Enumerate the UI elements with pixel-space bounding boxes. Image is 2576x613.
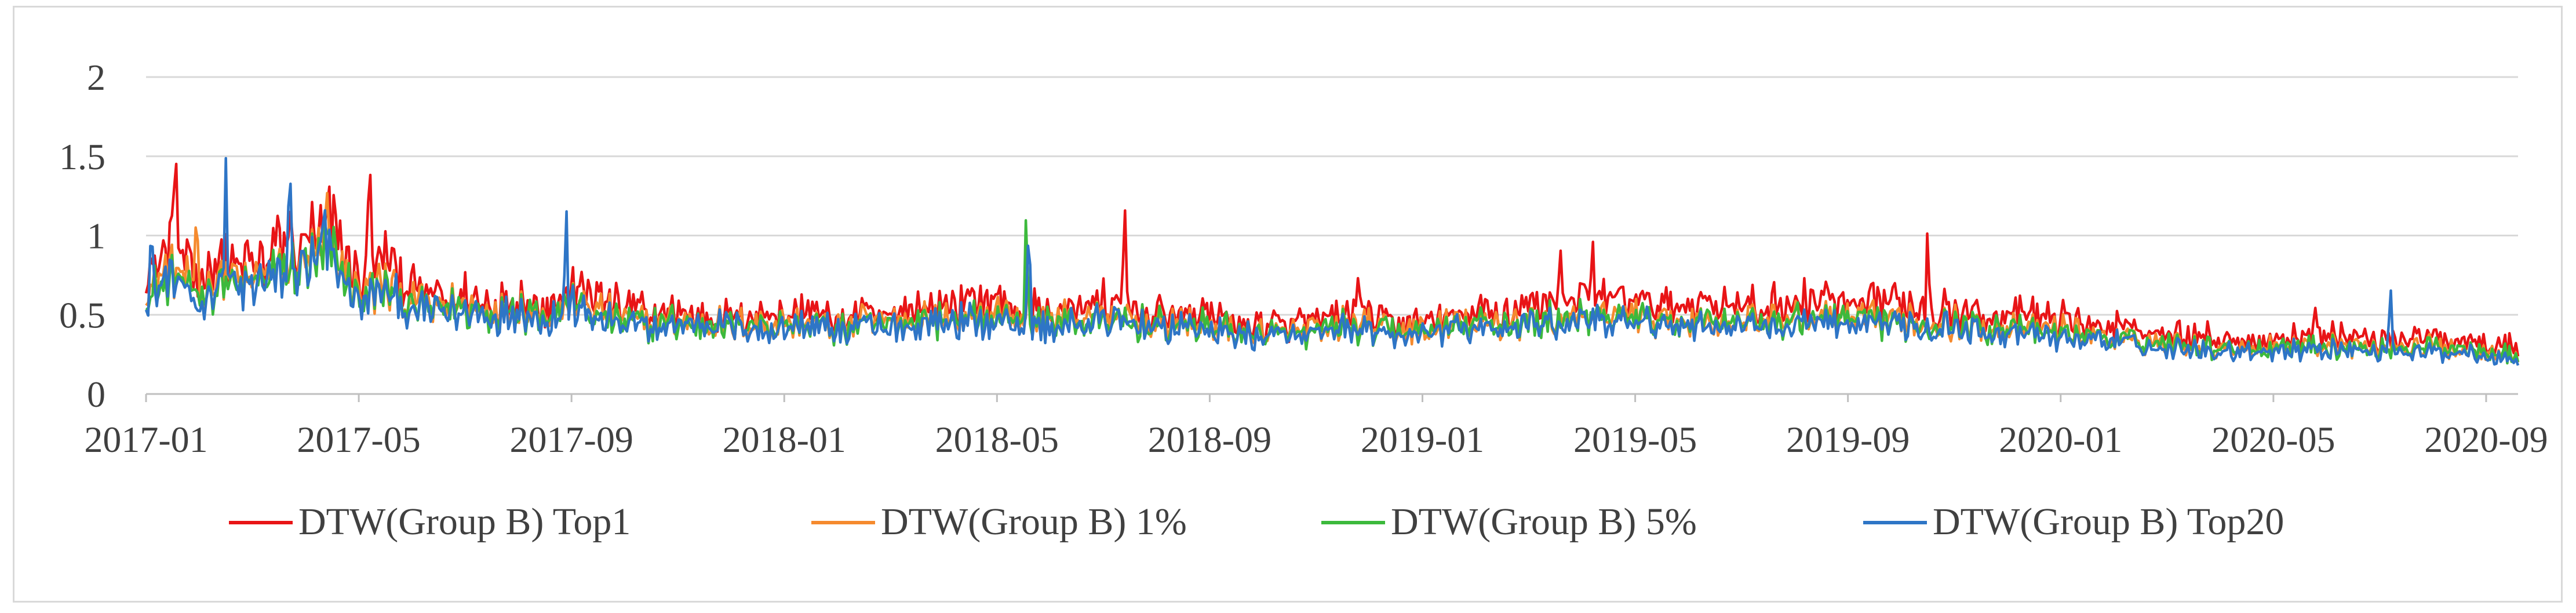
legend-label: DTW(Group B) 1%	[881, 501, 1187, 543]
gridlines	[146, 76, 2518, 316]
x-tick-label: 2017-09	[510, 419, 633, 460]
x-tick-label: 2020-09	[2424, 419, 2548, 460]
x-tick-label: 2017-01	[84, 419, 207, 460]
x-tick-label: 2019-01	[1361, 419, 1484, 460]
x-tick-label: 2018-09	[1148, 419, 1271, 460]
legend-label: DTW(Group B) 5%	[1391, 501, 1697, 543]
x-tick-label: 2017-05	[297, 419, 420, 460]
y-tick-label: 1	[87, 216, 105, 257]
y-tick-label: 1.5	[59, 136, 105, 177]
series-lines	[144, 156, 2520, 366]
series-line	[145, 219, 2520, 365]
series-line	[144, 156, 2520, 366]
x-tick-label: 2020-05	[2211, 419, 2335, 460]
x-tick-label: 2018-01	[723, 419, 846, 460]
legend-label: DTW(Group B) Top1	[298, 501, 631, 543]
x-tick-label: 2019-09	[1786, 419, 1910, 460]
x-axis-ticks: 2017-01 2017-05 2017-09 2018-01 2018-05 2018-…	[84, 394, 2548, 460]
y-tick-label: 2	[87, 57, 105, 98]
x-tick-label: 2020-01	[1999, 419, 2122, 460]
y-tick-label: 0	[87, 374, 105, 415]
x-tick-label: 2018-05	[935, 419, 1059, 460]
legend-label: DTW(Group B) Top20	[1933, 501, 2284, 543]
legend: DTW(Group B) Top1 DTW(Group B) 1% DTW(Grou…	[229, 501, 2284, 543]
y-axis-ticks: 0 0.5 1 1.5 2	[59, 57, 105, 415]
y-tick-label: 0.5	[59, 294, 105, 335]
x-tick-label: 2019-05	[1573, 419, 1697, 460]
